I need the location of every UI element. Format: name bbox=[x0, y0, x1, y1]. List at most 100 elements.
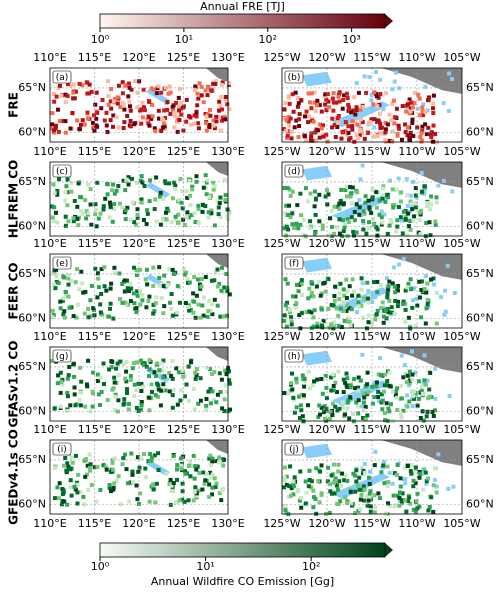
fire-pixel bbox=[221, 463, 226, 468]
fire-pixel bbox=[380, 196, 385, 201]
fire-pixel bbox=[350, 119, 355, 124]
fire-pixel bbox=[62, 499, 67, 504]
fire-pixel bbox=[291, 395, 296, 400]
fire-pixel bbox=[123, 217, 128, 222]
fire-pixel bbox=[141, 218, 146, 222]
fire-pixel bbox=[398, 476, 403, 481]
fire-pixel bbox=[372, 90, 377, 95]
fire-pixel bbox=[82, 502, 87, 507]
fire-pixel bbox=[405, 125, 410, 130]
fire-pixel bbox=[400, 137, 404, 142]
fire-pixel bbox=[95, 124, 100, 129]
fire-pixel bbox=[296, 226, 301, 231]
fire-pixel bbox=[124, 467, 129, 472]
fire-pixel bbox=[66, 273, 71, 278]
fire-pixel bbox=[58, 299, 63, 304]
fire-pixel bbox=[147, 100, 152, 104]
fire-pixel bbox=[108, 306, 112, 311]
fire-pixel bbox=[415, 491, 420, 496]
fire-pixel bbox=[108, 118, 113, 123]
fire-pixel bbox=[208, 463, 213, 468]
fire-pixel bbox=[333, 284, 338, 289]
fire-pixel bbox=[403, 288, 408, 293]
colorbar-frame bbox=[99, 542, 386, 558]
fire-pixel bbox=[201, 470, 206, 475]
fire-pixel bbox=[414, 499, 419, 504]
fire-pixel bbox=[160, 217, 165, 222]
fire-pixel bbox=[51, 271, 56, 276]
fire-pixel bbox=[418, 472, 422, 476]
fire-pixel bbox=[431, 276, 436, 281]
fire-pixel bbox=[118, 502, 123, 507]
fire-pixel bbox=[86, 211, 91, 216]
fire-pixel bbox=[112, 375, 117, 380]
fire-pixel bbox=[346, 220, 351, 224]
fire-pixel bbox=[72, 199, 77, 203]
fire-pixel bbox=[172, 125, 177, 130]
fire-pixel bbox=[397, 490, 402, 495]
fire-pixel bbox=[206, 389, 211, 394]
fire-pixel bbox=[225, 288, 230, 293]
colorbar-extend bbox=[385, 543, 393, 557]
fire-pixel bbox=[126, 302, 131, 307]
fire-pixel bbox=[194, 179, 199, 184]
fire-pixel bbox=[333, 404, 338, 409]
fire-pixel bbox=[296, 289, 301, 294]
fire-pixel bbox=[147, 294, 152, 299]
fire-pixel bbox=[381, 320, 386, 325]
lake bbox=[439, 295, 444, 300]
fire-pixel bbox=[345, 184, 350, 189]
fire-pixel bbox=[65, 177, 70, 182]
fire-pixel bbox=[125, 278, 129, 283]
fire-pixel bbox=[124, 359, 129, 364]
fire-pixel bbox=[222, 114, 227, 119]
fire-pixel bbox=[395, 408, 400, 412]
fire-pixel bbox=[95, 379, 100, 383]
fire-pixel bbox=[299, 505, 304, 510]
lat-label: 60°N bbox=[18, 311, 46, 324]
fire-pixel bbox=[94, 224, 99, 229]
fire-pixel bbox=[204, 397, 209, 401]
fire-pixel bbox=[357, 297, 362, 302]
fire-pixel bbox=[224, 383, 229, 388]
panel-letter: (c) bbox=[56, 167, 68, 177]
fire-pixel bbox=[390, 187, 395, 192]
fire-pixel bbox=[311, 488, 316, 493]
fire-pixel bbox=[400, 231, 405, 236]
fire-pixel bbox=[319, 126, 324, 131]
fire-pixel bbox=[345, 400, 350, 405]
lon-label: 125°E bbox=[167, 145, 200, 158]
lake bbox=[441, 101, 446, 106]
fire-pixel bbox=[319, 109, 324, 114]
fire-pixel bbox=[342, 93, 347, 98]
fire-pixel bbox=[342, 225, 347, 230]
fire-pixel bbox=[156, 394, 161, 399]
fire-pixel bbox=[125, 114, 130, 118]
fire-pixel bbox=[420, 129, 425, 134]
fire-pixel bbox=[217, 99, 222, 104]
fire-pixel bbox=[221, 314, 226, 319]
fire-pixel bbox=[71, 82, 76, 87]
fire-pixel bbox=[319, 323, 324, 328]
fire-pixel bbox=[123, 188, 128, 193]
fire-pixel bbox=[108, 203, 113, 208]
fire-pixel bbox=[111, 316, 116, 321]
fire-pixel bbox=[311, 119, 316, 124]
fire-pixel bbox=[403, 122, 408, 127]
fire-pixel bbox=[194, 111, 199, 116]
fire-pixel bbox=[218, 128, 223, 133]
fire-pixel bbox=[431, 123, 436, 128]
lake bbox=[446, 108, 451, 113]
fire-pixel bbox=[392, 504, 397, 509]
fire-pixel bbox=[187, 463, 192, 468]
fire-pixel bbox=[136, 381, 141, 386]
fire-pixel bbox=[131, 361, 136, 366]
fire-pixel bbox=[225, 207, 230, 212]
fire-pixel bbox=[98, 403, 102, 407]
fire-pixel bbox=[341, 377, 346, 382]
map-frame bbox=[49, 67, 229, 143]
panel-letter: (j) bbox=[289, 445, 299, 455]
fire-pixel bbox=[214, 459, 219, 464]
fire-pixel bbox=[313, 212, 318, 217]
fire-pixel bbox=[387, 370, 392, 375]
